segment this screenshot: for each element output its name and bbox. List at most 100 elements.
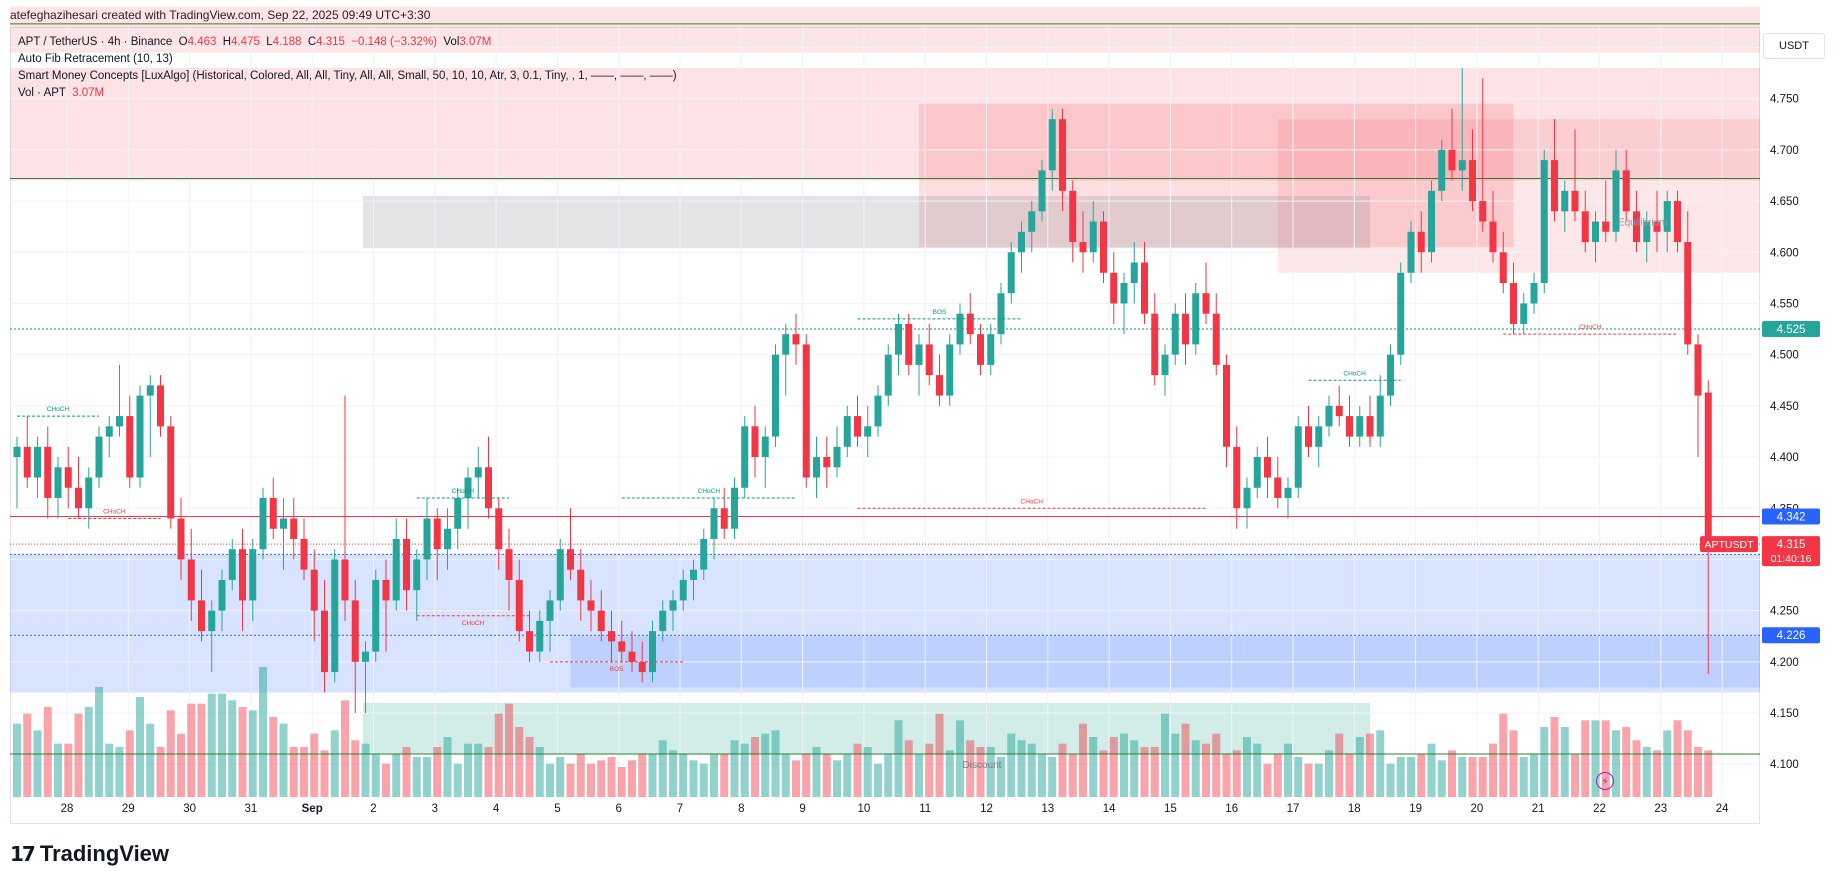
candle-body bbox=[526, 631, 533, 652]
candle-body bbox=[1469, 160, 1476, 202]
volume-bar bbox=[1458, 757, 1467, 797]
choch-label: CHoCH bbox=[1343, 370, 1366, 377]
candle-body bbox=[495, 508, 503, 550]
volume-bar bbox=[525, 737, 534, 797]
y-tick-label: 4.700 bbox=[1770, 145, 1799, 157]
choch-label: CHoCH bbox=[462, 620, 485, 627]
currency-selector[interactable]: USDT bbox=[1763, 33, 1825, 59]
candle-body bbox=[1120, 282, 1128, 304]
volume-bar bbox=[1089, 737, 1098, 797]
legend-c-label: C bbox=[307, 36, 317, 48]
candle-body bbox=[1602, 221, 1610, 232]
volume-bar bbox=[1027, 743, 1036, 797]
volume-bar bbox=[1622, 727, 1631, 797]
legend-ohlc-row[interactable]: APT / TetherUS · 4h · Binance O4.463 H4.… bbox=[18, 34, 677, 51]
candle-body bbox=[515, 579, 523, 632]
volume-bar bbox=[904, 740, 913, 797]
chart-legend: APT / TetherUS · 4h · Binance O4.463 H4.… bbox=[18, 34, 677, 102]
price-tag-4226-bg[interactable] bbox=[1762, 627, 1820, 644]
volume-bar bbox=[238, 707, 247, 797]
candle-body bbox=[966, 313, 974, 335]
candle-body bbox=[1663, 201, 1671, 232]
volume-bar bbox=[259, 667, 267, 797]
candle-body bbox=[608, 631, 615, 642]
volume-bar bbox=[371, 753, 380, 797]
x-tick-label: 8 bbox=[738, 803, 744, 815]
legend-indicator-smc[interactable]: Smart Money Concepts [LuxAlgo] (Historic… bbox=[18, 70, 677, 82]
candle-body bbox=[382, 579, 390, 601]
volume-bar bbox=[505, 703, 513, 797]
volume-bar bbox=[402, 747, 411, 797]
candle-body bbox=[1305, 426, 1312, 447]
x-tick-label: 4 bbox=[493, 803, 500, 815]
volume-bar bbox=[699, 763, 708, 797]
candle-body bbox=[1161, 354, 1169, 376]
candle-body bbox=[1530, 282, 1538, 304]
x-tick-label: 31 bbox=[245, 803, 258, 815]
x-tick-label: 2 bbox=[370, 803, 376, 815]
volume-bar bbox=[1345, 753, 1354, 797]
volume-bar bbox=[576, 753, 585, 797]
volume-bar bbox=[658, 740, 667, 797]
candle-body bbox=[198, 600, 205, 632]
volume-bar bbox=[874, 763, 882, 797]
candle-body bbox=[1458, 160, 1466, 171]
candle-body bbox=[1448, 149, 1456, 171]
candle-body bbox=[1366, 416, 1374, 437]
legend-vol-value: 3.07M bbox=[72, 87, 105, 99]
volume-bar bbox=[310, 733, 319, 797]
volume-bar bbox=[556, 757, 565, 797]
volume-bar bbox=[1601, 720, 1610, 797]
volume-bar bbox=[1530, 753, 1538, 797]
candle-body bbox=[310, 569, 318, 611]
candle-body bbox=[649, 631, 656, 673]
legend-volume-row[interactable]: Vol · APT 3.07M bbox=[18, 85, 677, 102]
x-tick-label: 6 bbox=[615, 803, 621, 815]
tradingview-logo[interactable]: 𝟭𝟳 TradingView bbox=[10, 841, 169, 867]
price-tag-4525-bg[interactable] bbox=[1762, 321, 1820, 338]
discount-zone bbox=[363, 702, 1370, 754]
chart-frame[interactable] bbox=[10, 27, 1760, 824]
candle-body bbox=[1417, 231, 1425, 253]
y-tick-label: 4.100 bbox=[1770, 759, 1799, 771]
volume-bar bbox=[1222, 753, 1231, 797]
choch-label: CHoCH bbox=[1579, 324, 1602, 331]
price-tag-4342-bg[interactable] bbox=[1762, 508, 1820, 525]
volume-bar bbox=[13, 723, 21, 797]
volume-bar bbox=[1243, 737, 1251, 797]
x-tick-label: 3 bbox=[432, 803, 438, 815]
candle-body bbox=[741, 426, 749, 488]
volume-bar bbox=[1007, 733, 1016, 797]
price-tag-last-bg[interactable] bbox=[1762, 536, 1820, 567]
volume-bar bbox=[1653, 750, 1661, 797]
candle-body bbox=[874, 395, 882, 427]
symbol-tag: APTUSDT bbox=[1704, 539, 1754, 551]
candle-body bbox=[1028, 211, 1036, 232]
x-tick-label: 16 bbox=[1225, 803, 1238, 815]
volume-bar bbox=[1130, 740, 1139, 797]
candle-body bbox=[628, 651, 636, 662]
candle-body bbox=[1059, 119, 1066, 191]
candle-body bbox=[1151, 313, 1159, 376]
legend-vol-name: Vol · APT bbox=[18, 87, 66, 99]
legend-h-label: H bbox=[222, 36, 232, 48]
discount-label: Discount bbox=[963, 760, 1002, 771]
lightning-icon[interactable]: ⚡ bbox=[1596, 772, 1614, 790]
candle-body bbox=[1274, 477, 1282, 499]
symbol-tag-bg[interactable] bbox=[1700, 536, 1758, 553]
candle-body bbox=[269, 498, 277, 529]
candle-body bbox=[372, 579, 380, 652]
candle-body bbox=[854, 416, 861, 437]
x-tick-label: 15 bbox=[1164, 803, 1177, 815]
candle-body bbox=[1387, 354, 1394, 396]
candle-body bbox=[1540, 160, 1548, 283]
volume-bar bbox=[1437, 760, 1446, 797]
x-tick-label: 18 bbox=[1348, 803, 1361, 815]
candle-body bbox=[946, 344, 954, 396]
volume-bar bbox=[177, 733, 185, 797]
legend-indicator-fib[interactable]: Auto Fib Retracement (10, 13) bbox=[18, 53, 173, 65]
candle-body bbox=[895, 323, 902, 355]
volume-bar bbox=[136, 697, 144, 797]
volume-bar bbox=[197, 703, 206, 797]
